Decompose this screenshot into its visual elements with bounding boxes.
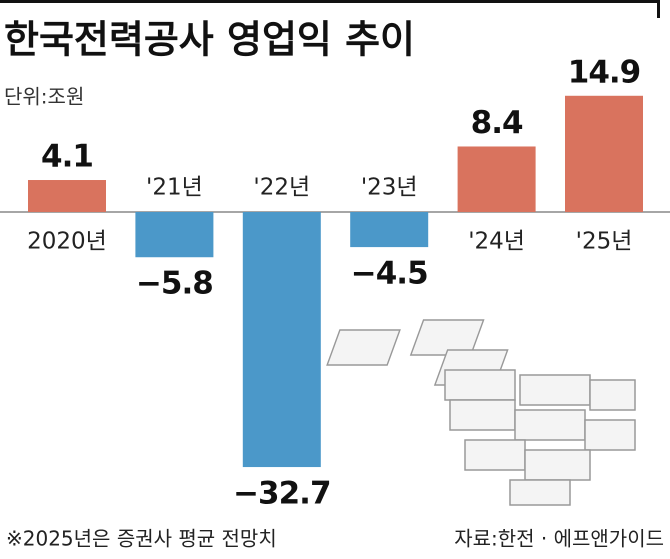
category-label: 2020년 xyxy=(27,229,107,255)
unit-label: 단위:조원 xyxy=(4,85,84,109)
value-label: 14.9 xyxy=(568,54,641,90)
money-illustration xyxy=(326,319,636,506)
bar xyxy=(242,212,321,468)
category-label: '23년 xyxy=(361,175,418,201)
bar xyxy=(350,212,429,248)
value-label: 8.4 xyxy=(471,105,523,141)
footnote: ※2025년은 증권사 평균 전망치 xyxy=(6,527,277,551)
top-rule-end xyxy=(657,0,660,18)
chart-title: 한국전력공사 영업익 추이 xyxy=(4,18,415,62)
category-label: '22년 xyxy=(253,175,310,201)
category-label: '25년 xyxy=(576,229,633,255)
category-label: '24년 xyxy=(468,229,525,255)
category-label: '21년 xyxy=(146,175,203,201)
bar xyxy=(28,180,106,212)
value-label: −5.8 xyxy=(136,266,213,302)
bar xyxy=(565,95,643,212)
value-label: 4.1 xyxy=(41,139,93,175)
top-rule xyxy=(0,0,660,3)
value-label: −32.7 xyxy=(233,476,330,512)
bar xyxy=(135,212,214,258)
source: 자료:한전 · 에프앤가이드 xyxy=(454,527,664,551)
bar xyxy=(457,146,536,212)
value-label: −4.5 xyxy=(351,256,428,292)
